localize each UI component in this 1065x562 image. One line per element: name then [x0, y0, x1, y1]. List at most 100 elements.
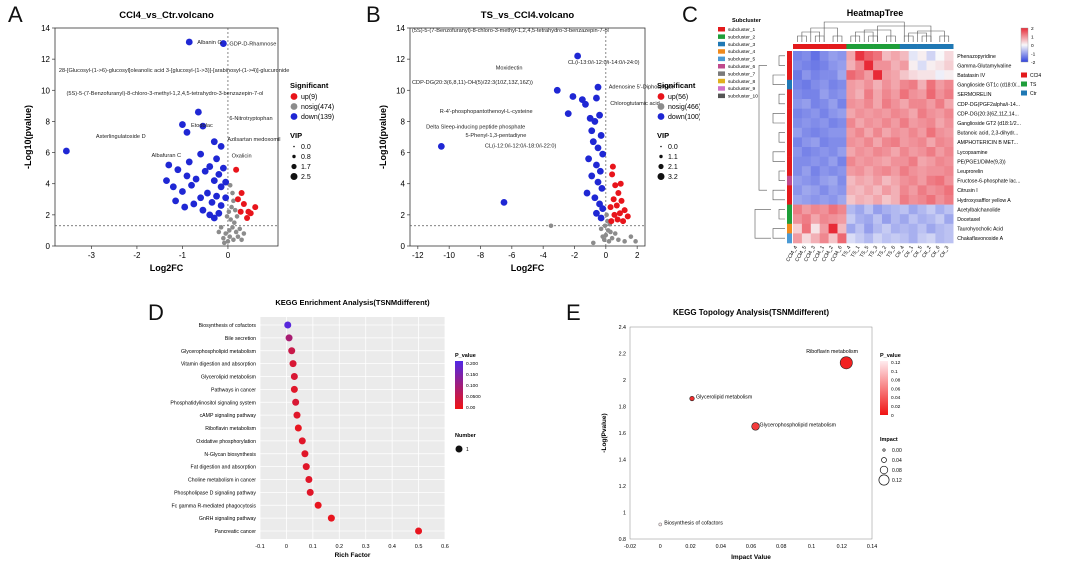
- heatmap-cell: [908, 156, 918, 167]
- impact-size-swatch: [881, 457, 887, 463]
- row-dendrogram-branch: [778, 170, 785, 181]
- heatmap-cell: [837, 233, 847, 244]
- heatmap-cell: [944, 223, 954, 234]
- row-dendrogram-branch: [778, 132, 785, 143]
- heatmap-cell: [828, 51, 838, 61]
- down-point: [165, 161, 173, 169]
- enrichment-point: [302, 463, 310, 471]
- heatmap-column-label: Ctr_1: [903, 245, 915, 259]
- column-group-bar: [828, 44, 838, 49]
- heatmap-cell: [855, 185, 865, 196]
- heatmap-cell: [864, 147, 874, 157]
- heatmap-cell: [899, 147, 909, 157]
- legend-label: up(9): [301, 94, 317, 101]
- heatmap-cell: [810, 89, 820, 100]
- heatmap-cell: [828, 79, 838, 90]
- nosig-point: [227, 228, 232, 233]
- down-point: [500, 199, 508, 206]
- y-axis-label: -Log10(pvalue): [23, 105, 33, 169]
- heatmap-cell: [873, 118, 883, 129]
- heatmap-cell: [864, 214, 874, 225]
- subcluster-swatch: [718, 86, 725, 91]
- heatmap-cell: [864, 204, 874, 215]
- down-point: [219, 164, 227, 172]
- heatmap-cell: [917, 70, 927, 81]
- heatmap-cell: [864, 175, 874, 186]
- heatmap-cell: [855, 118, 865, 129]
- heatmap-cell: [890, 223, 901, 234]
- row-cluster-bar: [787, 60, 792, 71]
- enrichment-point: [292, 398, 300, 406]
- nosig-point: [628, 234, 634, 239]
- heatmap-cell: [908, 214, 918, 225]
- legend-label: up(56): [668, 94, 688, 101]
- down-point: [594, 83, 602, 91]
- heatmap-cell: [926, 175, 936, 186]
- heatmap-cell: [890, 195, 901, 205]
- x-tick-label: -4: [540, 251, 548, 260]
- pvalue-tick-label: 0: [891, 413, 894, 419]
- heatmap-cell: [944, 137, 954, 148]
- heatmap-cell: [882, 51, 892, 61]
- column-group-bar: [944, 44, 954, 49]
- heatmap-cell: [855, 147, 865, 157]
- row-cluster-bar: [787, 204, 792, 215]
- y-tick-label: 4: [401, 180, 406, 189]
- vip-size-swatch: [657, 173, 665, 180]
- y-tick-label: 6: [401, 149, 406, 158]
- up-point: [618, 197, 625, 204]
- heatmap-cell: [855, 99, 865, 109]
- x-tick-label: 0.5: [415, 544, 423, 550]
- x-tick-label: 0.12: [837, 544, 847, 550]
- nosig-point: [239, 237, 244, 243]
- pvalue-tick-label: 0.150: [466, 372, 478, 378]
- heatmap-row-label: Phenazopyridine: [957, 54, 996, 60]
- vip-size-label: 1.7: [301, 164, 311, 171]
- heatmap-cell: [837, 70, 847, 81]
- heatmap-cell: [837, 214, 847, 225]
- row-dendrogram-branch: [758, 65, 767, 191]
- point-annotation: Albanin G: [197, 40, 222, 46]
- heatmap-cell: [873, 70, 883, 81]
- heatmap-cell: [864, 195, 874, 205]
- heatmap-cell: [890, 70, 901, 81]
- down-point: [190, 200, 198, 208]
- category-label: Oxidative phosphorylation: [196, 439, 256, 445]
- nosig-point: [633, 239, 638, 244]
- heatmap-row-label: Gamma-Glutamylvaline: [957, 63, 1011, 69]
- heatmap-cell: [873, 79, 883, 90]
- heatmap-cell: [837, 175, 847, 186]
- heatmap-cell: [944, 108, 954, 119]
- heatmap-cell: [935, 156, 945, 167]
- category-label: Phospholipase D signaling pathway: [174, 490, 256, 496]
- x-tick-label: 0.02: [685, 544, 695, 550]
- column-group-bar: [793, 44, 803, 49]
- vip-size-label: 3.2: [668, 174, 678, 181]
- nosig-point: [228, 217, 233, 222]
- legend-label: nosig(474): [301, 104, 334, 111]
- down-point: [219, 40, 227, 47]
- enrichment-point: [289, 360, 297, 368]
- chart-title: TS_vs_CCl4.volcano: [481, 10, 575, 21]
- heatmap-cell: [873, 51, 883, 61]
- impact-size-label: 0.04: [892, 458, 902, 464]
- heatmap-cell: [864, 70, 874, 81]
- down-point: [210, 138, 218, 146]
- heatmap-cell: [899, 214, 909, 225]
- down-point: [564, 110, 572, 118]
- down-point: [210, 214, 218, 222]
- down-point: [591, 194, 599, 202]
- category-label: Pathways in cancer: [211, 387, 256, 393]
- heatmap-chart-c: HeatmapTree Phenazopyridine Gamma-Glutamyl…: [718, 8, 1041, 263]
- heatmap-cell: [935, 127, 945, 138]
- x-tick-label: -10: [443, 251, 455, 260]
- y-tick-label: 1.2: [619, 484, 626, 490]
- vip-size-label: 1.1: [668, 154, 678, 161]
- x-tick-label: 2: [635, 251, 640, 260]
- heatmap-cell: [926, 185, 936, 196]
- heatmap-cell: [801, 127, 812, 138]
- panel-label-e: E: [566, 300, 581, 325]
- pvalue-color-bar: [880, 361, 888, 415]
- heatmap-cell: [944, 70, 954, 81]
- heatmap-cell: [810, 204, 820, 215]
